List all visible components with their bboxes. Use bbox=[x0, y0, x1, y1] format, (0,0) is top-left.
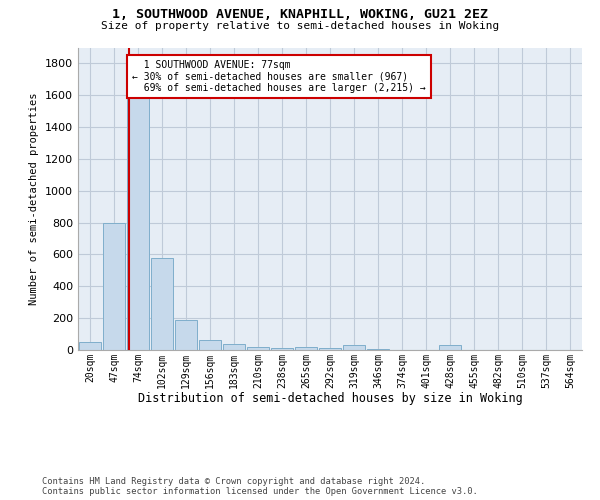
Y-axis label: Number of semi-detached properties: Number of semi-detached properties bbox=[29, 92, 40, 305]
Bar bbox=[439, 345, 461, 350]
Bar bbox=[151, 258, 173, 350]
Bar bbox=[319, 348, 341, 350]
Bar bbox=[127, 88, 149, 350]
Text: 1, SOUTHWOOD AVENUE, KNAPHILL, WOKING, GU21 2EZ: 1, SOUTHWOOD AVENUE, KNAPHILL, WOKING, G… bbox=[112, 8, 488, 20]
Bar bbox=[247, 347, 269, 350]
X-axis label: Distribution of semi-detached houses by size in Woking: Distribution of semi-detached houses by … bbox=[137, 392, 523, 405]
Text: 1 SOUTHWOOD AVENUE: 77sqm
← 30% of semi-detached houses are smaller (967)
  69% : 1 SOUTHWOOD AVENUE: 77sqm ← 30% of semi-… bbox=[132, 60, 426, 94]
Bar bbox=[223, 344, 245, 350]
Text: Size of property relative to semi-detached houses in Woking: Size of property relative to semi-detach… bbox=[101, 21, 499, 31]
Bar bbox=[103, 222, 125, 350]
Bar bbox=[79, 342, 101, 350]
Bar bbox=[199, 340, 221, 350]
Text: Contains HM Land Registry data © Crown copyright and database right 2024.
Contai: Contains HM Land Registry data © Crown c… bbox=[42, 476, 478, 496]
Bar bbox=[343, 345, 365, 350]
Bar bbox=[367, 349, 389, 350]
Bar bbox=[295, 347, 317, 350]
Bar bbox=[271, 348, 293, 350]
Bar bbox=[175, 320, 197, 350]
